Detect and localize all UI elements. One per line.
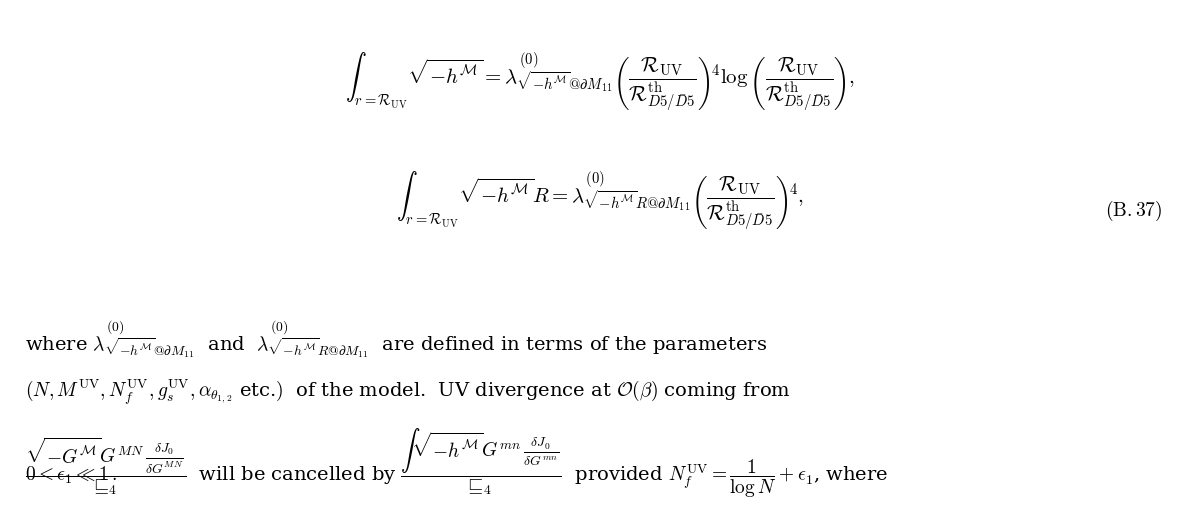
Text: where $\lambda^{(0)}_{\sqrt{-h^{\mathcal{M}}}@\partial M_{11}}$  and  $\lambda^{: where $\lambda^{(0)}_{\sqrt{-h^{\mathcal… (25, 318, 768, 360)
Text: $0 < \epsilon_1 \ll 1\,.$: $0 < \epsilon_1 \ll 1\,.$ (25, 465, 118, 486)
Text: $\int_{r=\mathcal{R}_{\mathrm{UV}}} \sqrt{-h^{\mathcal{M}}} = \lambda^{(0)}_{\sq: $\int_{r=\mathcal{R}_{\mathrm{UV}}} \sqr… (344, 51, 856, 114)
Text: $\dfrac{\sqrt{-G^{\mathcal{M}}}G^{MN}\,\frac{\delta J_0}{\delta G^{MN}}}{\mathca: $\dfrac{\sqrt{-G^{\mathcal{M}}}G^{MN}\,\… (25, 427, 888, 500)
Text: $(N, M^{\mathrm{UV}}, N_f^{\mathrm{UV}}, g_s^{\mathrm{UV}}, \alpha_{\theta_{1,2}: $(N, M^{\mathrm{UV}}, N_f^{\mathrm{UV}},… (25, 377, 791, 407)
Text: $(\mathrm{B.37})$: $(\mathrm{B.37})$ (1105, 199, 1163, 224)
Text: $\int_{r=\mathcal{R}_{\mathrm{UV}}} \sqrt{-h^{\mathcal{M}}}R = \lambda^{(0)}_{\s: $\int_{r=\mathcal{R}_{\mathrm{UV}}} \sqr… (396, 169, 804, 233)
